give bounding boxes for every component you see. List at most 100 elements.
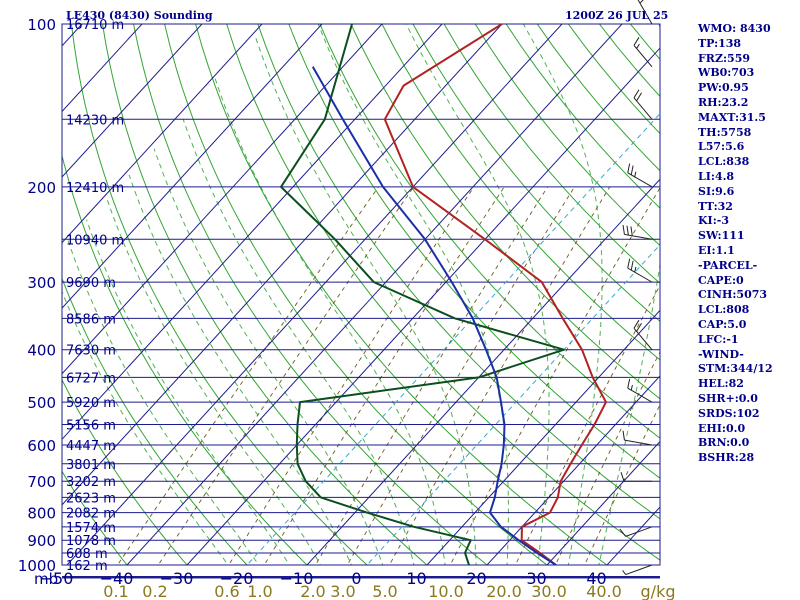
dry-adiabat [257, 24, 660, 520]
isotherm [486, 375, 660, 565]
wind-barb-staff [627, 172, 653, 188]
dry-adiabat [319, 24, 660, 439]
wind-barb-flag [622, 430, 625, 441]
wind-barb-staff [627, 267, 653, 283]
index-line: SW:111 [698, 229, 745, 243]
wind-barb-flag [630, 165, 634, 175]
series-parcel-line [311, 66, 557, 565]
height-label: 2623 m [66, 491, 116, 506]
wind-barb-flag [627, 163, 631, 173]
index-line: KI:-3 [698, 214, 729, 228]
index-line: SHR+:0.0 [698, 391, 758, 405]
height-label: 1574 m [66, 521, 116, 536]
height-label: 10940 m [66, 233, 124, 248]
index-line: PW:0.95 [698, 81, 749, 95]
isotherm [186, 47, 660, 565]
mixing-ratio-line [263, 186, 505, 565]
wind-barb-flag [626, 225, 629, 236]
mixing-ratio-tick-label: 40.0 [586, 582, 622, 600]
wind-barb-staff [633, 327, 653, 351]
height-label: 608 m [66, 547, 108, 562]
height-label: 5156 m [66, 419, 116, 434]
wind-barb [619, 526, 653, 537]
index-line: BSHR:28 [698, 451, 755, 465]
pressure-tick-label: 700 [27, 473, 56, 491]
wind-barb [622, 564, 653, 576]
dry-adiabat [412, 24, 660, 323]
wind-barb [637, 0, 653, 25]
height-label: 2082 m [66, 507, 116, 522]
index-line: RH:23.2 [698, 95, 749, 109]
temperature-tick-label: −10 [280, 569, 314, 588]
wind-barb-half-flag [634, 171, 637, 177]
isotherm [546, 440, 660, 565]
isotherm [246, 112, 660, 565]
mixing-ratio-line [388, 186, 611, 565]
wind-barb-flag [636, 322, 642, 332]
wind-barb-half-flag [634, 266, 637, 273]
wind-barb-flag [622, 224, 625, 235]
height-label: 7630 m [66, 344, 116, 359]
moist-adiabat [254, 35, 477, 565]
isotherm [126, 24, 623, 565]
height-label: 1078 m [66, 534, 116, 549]
wind-barb-flag [636, 92, 642, 102]
wind-barb [627, 163, 653, 188]
index-line: CINH:5073 [698, 288, 768, 302]
moist-adiabat [86, 219, 291, 565]
height-label: 3801 m [66, 458, 116, 473]
index-line: LCL:838 [698, 155, 750, 169]
height-label: 16710 m [66, 18, 124, 33]
wind-barb-staff [627, 387, 653, 403]
index-line: EI:1.1 [698, 243, 735, 257]
temperature-tick-label: 0 [351, 569, 361, 588]
index-line: SRDS:102 [698, 406, 760, 420]
index-line: TP:138 [698, 36, 742, 50]
index-line: EHI:0.0 [698, 421, 746, 435]
moist-adiabat [213, 76, 446, 565]
isotherm [366, 244, 660, 565]
dry-adiabat [133, 24, 488, 565]
isotherm [62, 24, 503, 506]
wind-barb [633, 89, 653, 120]
wind-barb-flag [633, 37, 640, 46]
index-line: CAPE:0 [698, 273, 744, 287]
pressure-tick-label: 1000 [18, 557, 56, 575]
isotherm [306, 178, 660, 565]
isotherm [62, 24, 383, 375]
temperature-tick-label: 40 [586, 569, 606, 588]
wind-barb-half-flag [636, 43, 640, 49]
isotherm [426, 309, 660, 565]
wind-barb [622, 430, 653, 446]
dry-adiabat [226, 24, 660, 561]
height-label: 162 m [66, 559, 108, 574]
mixing-ratio-tick-label: 30.0 [531, 582, 567, 600]
moist-adiabat [317, 24, 509, 565]
mixing-ratio-line [514, 284, 660, 565]
isotherm [0, 12, 33, 577]
wind-barb [620, 472, 652, 482]
moist-adiabat [128, 174, 353, 565]
mixing-ratio-line [116, 186, 379, 565]
height-label: 14230 m [66, 113, 124, 128]
temperature-tick-label: 20 [466, 569, 486, 588]
plot-bottom-edge [62, 576, 660, 579]
moist-adiabat [522, 24, 603, 565]
plot-frame [61, 23, 661, 566]
mixing-ratio-line [449, 186, 660, 565]
pressure-tick-label: 900 [27, 532, 56, 550]
index-line: HEL:82 [698, 377, 744, 391]
height-label: 12410 m [66, 181, 124, 196]
isotherm [62, 24, 263, 244]
dry-adiabat [62, 378, 188, 565]
isotherm [62, 24, 443, 441]
height-label: 4447 m [66, 439, 116, 454]
index-line: CAP:5.0 [698, 317, 747, 331]
temperature-tick-label: −50 [40, 569, 74, 588]
mixing-ratio-tick-label: 20.0 [486, 582, 522, 600]
isotherm [66, 24, 563, 565]
wind-barb-staff [637, 0, 653, 25]
mixing-ratio-unit-label: g/kg [641, 582, 676, 600]
isotherm [62, 24, 203, 178]
